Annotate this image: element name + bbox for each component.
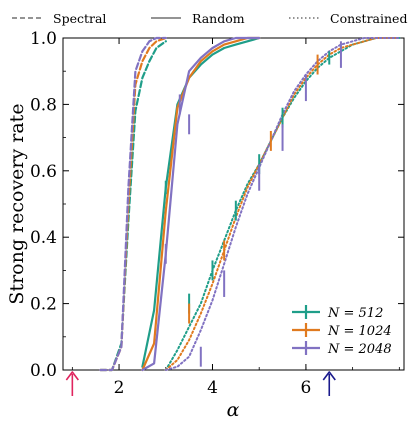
series-random-512 [141, 36, 261, 368]
method-legend: Spectral Random Constrained [12, 11, 407, 26]
legend-entry-512: N = 512 [292, 305, 383, 321]
series-spectral-2048 [99, 36, 167, 372]
legend-random-label: Random [192, 11, 245, 26]
y-tick-label: 0.2 [30, 295, 57, 315]
series-constrained-1024 [164, 37, 401, 371]
x-tick-label: 2 [114, 378, 125, 398]
legend-512-label: N = 512 [327, 306, 383, 321]
errorbar-layer [164, 41, 342, 367]
x-tick-label: 6 [300, 378, 311, 398]
y-tick-label: 0.6 [30, 162, 57, 182]
y-axis-label: Strong recovery rate [6, 103, 28, 304]
x-tick-label: 4 [207, 378, 218, 398]
legend-entry-2048: N = 2048 [292, 341, 392, 357]
legend-constrained-label: Constrained [330, 11, 407, 26]
legend-1024-label: N = 1024 [327, 324, 392, 339]
legend-spectral-label: Spectral [53, 11, 106, 26]
y-tick-label: 0.8 [30, 95, 57, 115]
x-axis-label: α [227, 399, 240, 421]
legend-entry-1024: N = 1024 [292, 323, 392, 339]
threshold-arrow-red [65, 371, 79, 396]
threshold-arrow-blue [322, 371, 336, 396]
threshold-arrows [65, 371, 336, 396]
series-random-1024 [141, 36, 261, 372]
y-tick-label: 1.0 [30, 29, 57, 49]
y-tick-label: 0.0 [30, 361, 57, 381]
size-legend: N = 512 N = 1024 N = 2048 [292, 305, 392, 357]
series-random-2048 [141, 36, 261, 372]
axis-ticks: 2 4 6 0.0 0.2 0.4 0.6 0.8 1.0 [30, 29, 404, 398]
legend-2048-label: N = 2048 [327, 342, 392, 357]
y-tick-label: 0.4 [30, 228, 57, 248]
